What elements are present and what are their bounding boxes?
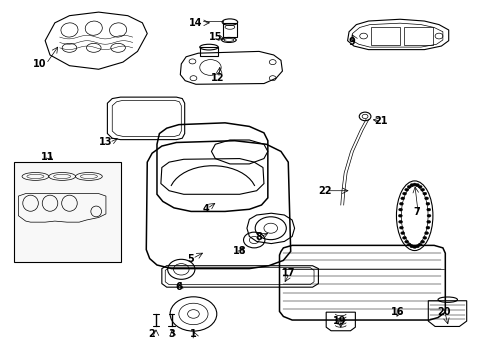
Text: 7: 7 — [413, 207, 420, 217]
Circle shape — [398, 208, 402, 211]
Circle shape — [402, 237, 406, 239]
Circle shape — [399, 202, 403, 205]
Circle shape — [424, 197, 427, 200]
Circle shape — [426, 220, 430, 223]
Circle shape — [424, 231, 427, 234]
Circle shape — [422, 237, 426, 239]
Text: 10: 10 — [33, 59, 46, 69]
Bar — [403, 27, 432, 45]
Text: 15: 15 — [208, 32, 222, 42]
Circle shape — [425, 202, 429, 205]
Text: 19: 19 — [332, 316, 346, 326]
Text: 18: 18 — [232, 247, 246, 256]
Circle shape — [415, 184, 419, 186]
Circle shape — [399, 226, 403, 229]
Circle shape — [409, 184, 413, 186]
Circle shape — [398, 214, 402, 217]
Text: 20: 20 — [436, 307, 449, 317]
Circle shape — [425, 226, 429, 229]
Circle shape — [407, 185, 410, 188]
Circle shape — [400, 231, 404, 234]
Circle shape — [402, 192, 406, 195]
Circle shape — [404, 188, 408, 191]
Text: 3: 3 — [168, 329, 175, 339]
Text: 14: 14 — [189, 18, 202, 28]
Text: 21: 21 — [373, 116, 386, 126]
Circle shape — [420, 240, 424, 243]
Circle shape — [426, 208, 430, 211]
Circle shape — [417, 185, 421, 188]
Circle shape — [407, 243, 410, 246]
Text: 11: 11 — [41, 152, 54, 162]
Text: 9: 9 — [347, 37, 354, 48]
Circle shape — [417, 243, 421, 246]
Bar — [200, 47, 218, 56]
Circle shape — [412, 246, 416, 248]
Circle shape — [404, 240, 408, 243]
Text: 17: 17 — [281, 268, 294, 278]
Circle shape — [400, 197, 404, 200]
Bar — [14, 162, 120, 262]
Text: 2: 2 — [148, 329, 155, 339]
Text: 12: 12 — [211, 73, 224, 83]
Bar — [370, 27, 399, 45]
Circle shape — [420, 188, 424, 191]
Text: 8: 8 — [255, 232, 262, 242]
Text: 4: 4 — [202, 203, 208, 213]
Bar — [222, 23, 237, 37]
Text: 5: 5 — [187, 253, 194, 264]
Circle shape — [398, 220, 402, 223]
Circle shape — [426, 214, 430, 217]
Text: 1: 1 — [190, 329, 196, 339]
Text: 13: 13 — [99, 138, 112, 148]
Text: 16: 16 — [390, 307, 404, 317]
Circle shape — [415, 245, 419, 248]
Circle shape — [422, 192, 426, 195]
Circle shape — [412, 183, 416, 186]
Text: 6: 6 — [175, 282, 182, 292]
Text: 22: 22 — [317, 186, 331, 196]
Circle shape — [409, 245, 413, 248]
